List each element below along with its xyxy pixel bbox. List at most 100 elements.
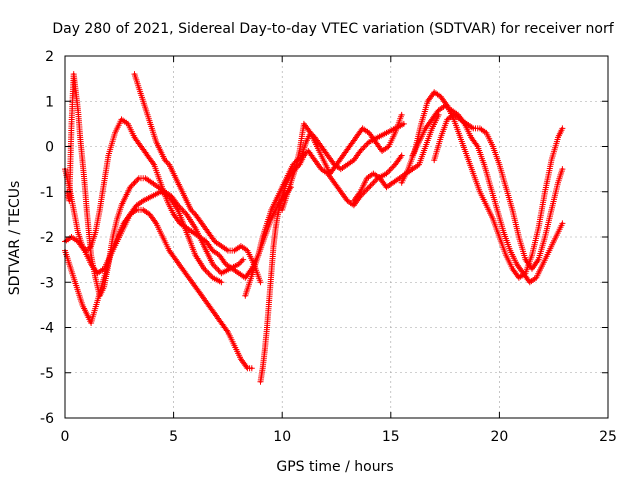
data-point — [150, 195, 154, 198]
data-point — [346, 163, 349, 166]
data-point — [139, 145, 143, 148]
data-point — [433, 158, 436, 162]
data-point — [176, 181, 180, 184]
data-point — [176, 208, 180, 212]
data-point — [430, 118, 434, 121]
data-point — [385, 131, 388, 135]
data-point — [365, 176, 369, 180]
data-point — [185, 231, 188, 234]
data-point — [333, 181, 336, 184]
data-point — [239, 244, 243, 248]
data-point — [346, 199, 349, 202]
data-point — [109, 253, 112, 257]
data-point — [85, 312, 88, 316]
data-point — [246, 367, 249, 370]
data-point — [504, 186, 508, 189]
y-tick-label: -3 — [40, 275, 54, 291]
data-point — [76, 109, 80, 112]
data-point — [163, 158, 167, 162]
data-point — [515, 262, 518, 266]
data-point — [150, 127, 154, 130]
data-point — [367, 140, 371, 144]
data-point — [135, 204, 138, 207]
data-point — [176, 204, 180, 207]
data-point — [226, 330, 230, 334]
data-point — [174, 258, 177, 261]
data-point — [287, 172, 290, 175]
data-point — [439, 136, 442, 139]
data-point — [469, 136, 473, 139]
data-point — [146, 113, 149, 117]
series-arc-e — [131, 71, 264, 286]
data-point — [133, 136, 136, 139]
data-point — [459, 136, 462, 139]
data-point — [376, 136, 379, 139]
data-point — [148, 213, 151, 216]
data-point — [511, 267, 514, 270]
x-tick-label: 20 — [490, 429, 508, 445]
data-point — [313, 158, 316, 162]
data-point — [115, 235, 119, 239]
data-point — [439, 95, 442, 98]
data-point — [443, 104, 447, 107]
data-point — [76, 231, 80, 234]
data-point — [476, 145, 479, 148]
data-point — [259, 380, 262, 383]
data-point — [198, 235, 201, 239]
data-point — [354, 136, 358, 139]
data-point — [298, 149, 301, 153]
data-point — [115, 217, 119, 221]
series-arc-k — [431, 111, 566, 272]
data-point — [556, 181, 560, 184]
data-point — [122, 222, 125, 225]
data-point — [561, 222, 564, 225]
series-arc-g — [242, 120, 407, 299]
data-point — [128, 213, 132, 216]
data-point — [489, 186, 492, 189]
data-point — [430, 127, 434, 130]
data-point — [550, 158, 553, 162]
data-point — [102, 285, 106, 288]
y-tick-label: 2 — [45, 49, 54, 65]
series-line — [401, 91, 563, 279]
y-tick-label: -1 — [40, 185, 54, 201]
data-point — [387, 145, 390, 148]
data-point — [472, 127, 475, 130]
series-arc-d — [62, 206, 255, 372]
data-point — [141, 199, 145, 202]
data-point — [220, 272, 223, 275]
series-line — [64, 118, 292, 279]
x-axis-label: GPS time / hours — [276, 459, 393, 475]
data-point — [98, 208, 101, 212]
data-point — [561, 127, 564, 130]
data-point — [361, 127, 364, 130]
data-point — [498, 235, 501, 239]
y-tick-label: -5 — [40, 366, 54, 382]
data-point — [417, 140, 421, 144]
data-point — [420, 122, 423, 126]
data-point — [433, 91, 436, 94]
data-point — [74, 91, 78, 94]
data-point — [220, 244, 223, 248]
data-point — [220, 281, 223, 284]
data-point — [359, 190, 362, 193]
data-point — [417, 163, 421, 166]
data-point — [426, 100, 429, 103]
data-point — [502, 231, 505, 234]
data-point — [233, 249, 236, 252]
data-point — [404, 172, 408, 175]
series-arc-h — [279, 111, 405, 213]
data-point — [168, 249, 171, 252]
data-point — [83, 181, 86, 184]
y-tick-label: -4 — [40, 321, 54, 337]
data-point — [207, 303, 210, 307]
data-point — [528, 281, 532, 284]
data-point — [185, 213, 188, 216]
data-point — [393, 131, 397, 135]
data-point — [372, 172, 375, 175]
data-point — [259, 281, 262, 284]
data-point — [270, 272, 273, 275]
data-point — [446, 118, 449, 121]
data-point — [246, 249, 249, 252]
